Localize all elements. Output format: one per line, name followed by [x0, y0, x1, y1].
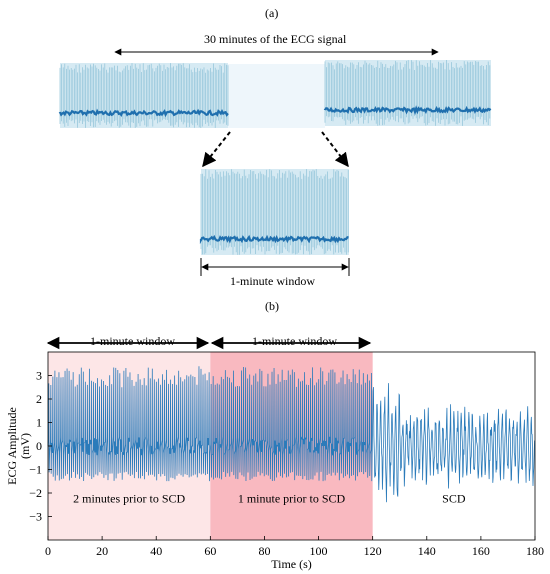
strip-right-baseline	[323, 105, 492, 116]
ecg-chart: 2 minutes prior to SCD 1 minute prior to …	[5, 351, 544, 571]
panel-b-label: (b)	[265, 299, 279, 313]
strip-window-spikes	[200, 169, 349, 255]
x-tick-label: 160	[472, 544, 490, 558]
y-tick-label: 0	[36, 439, 42, 453]
region-label: 2 minutes prior to SCD	[73, 491, 185, 505]
y-tick-label: −2	[29, 486, 42, 500]
x-tick-label: 60	[204, 544, 216, 558]
region-label: SCD	[442, 491, 466, 505]
panel-a	[58, 48, 492, 276]
x-tick-label: 20	[96, 544, 108, 558]
y-axis-label: ECG Amplitude(mV)	[5, 407, 32, 485]
ecg-strip-left	[58, 63, 229, 128]
strip-left-bg	[60, 63, 228, 128]
x-tick-label: 100	[310, 544, 328, 558]
strip-right-spikes	[324, 60, 491, 126]
x-axis-label: Time (s)	[271, 557, 312, 571]
y-tick-label: −1	[29, 463, 42, 477]
x-tick-label: 80	[258, 544, 270, 558]
zoom-arrow-left	[202, 131, 231, 168]
y-tick-label: 2	[36, 392, 42, 406]
x-tick-label: 180	[526, 544, 544, 558]
strip-window-baseline	[199, 234, 349, 245]
region-label: 1 minute prior to SCD	[238, 491, 346, 505]
window-label-a: 1-minute window	[230, 274, 315, 288]
y-tick-label: −3	[29, 510, 42, 524]
zoom-arrow-right	[321, 131, 349, 168]
x-tick-label: 120	[364, 544, 382, 558]
strip-left-baseline	[58, 108, 229, 118]
ecg-trace	[47, 366, 535, 503]
signal-fade-gap	[228, 64, 325, 128]
y-tick-label: 3	[36, 369, 42, 383]
panel-a-label: (a)	[265, 6, 279, 20]
y-tick-label: 1	[36, 416, 42, 430]
x-tick-label: 0	[45, 544, 51, 558]
span-label: 30 minutes of the ECG signal	[204, 32, 347, 46]
ecg-strip-right	[323, 60, 492, 126]
x-tick-label: 40	[150, 544, 162, 558]
x-tick-label: 140	[418, 544, 436, 558]
ecg-strip-window	[199, 169, 349, 255]
strip-left-spikes	[59, 63, 229, 128]
